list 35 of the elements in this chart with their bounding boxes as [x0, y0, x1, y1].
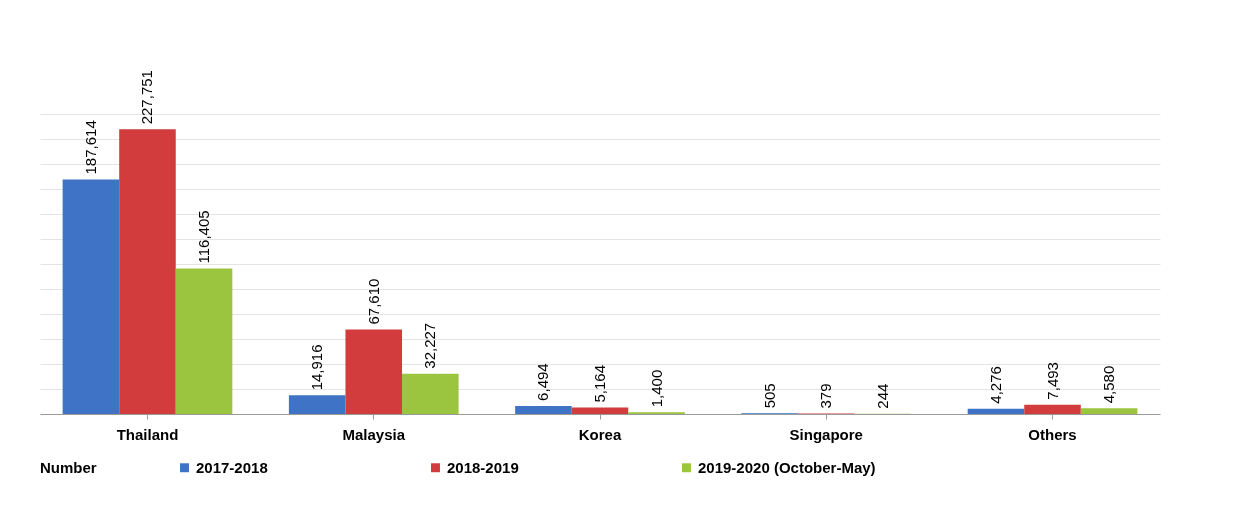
- x-tick-label: Korea: [578, 425, 622, 443]
- bar: [345, 329, 403, 414]
- data-label: 32,227: [421, 322, 439, 369]
- bar: [175, 268, 233, 414]
- data-label: 14,916: [308, 344, 326, 391]
- x-tick-label: Malaysia: [342, 425, 406, 443]
- legend-label: 2017-2018: [196, 458, 268, 476]
- data-label: 4,276: [986, 366, 1004, 404]
- bar: [515, 405, 572, 414]
- data-label: 379: [817, 383, 835, 409]
- legend-label: 2018-2019: [447, 458, 519, 476]
- data-label: 1,400: [647, 369, 665, 408]
- bar: [1024, 404, 1081, 414]
- legend-title: Number: [40, 459, 97, 476]
- bar: [967, 408, 1025, 414]
- data-label: 7,493: [1043, 362, 1061, 400]
- bar: [119, 129, 176, 414]
- data-label: 5,164: [591, 365, 608, 403]
- legend-label: 2019-2020 (October-May): [698, 458, 876, 476]
- bar: [571, 407, 629, 414]
- x-tick-label: Singapore: [789, 425, 863, 443]
- bar: [288, 395, 346, 414]
- data-label: 187,614: [81, 120, 99, 175]
- data-label: 244: [873, 383, 891, 409]
- data-label: 116,405: [195, 210, 213, 264]
- data-label: 227,751: [138, 70, 156, 125]
- x-tick-label: Thailand: [116, 425, 179, 443]
- bar: [62, 179, 120, 414]
- bar: [1080, 408, 1138, 414]
- bar: [402, 373, 459, 414]
- data-label: 505: [760, 383, 778, 409]
- data-label: 6,494: [534, 363, 552, 401]
- data-label: 4,580: [1100, 365, 1118, 404]
- data-label: 67,610: [364, 278, 382, 325]
- x-tick-label: Others: [1028, 425, 1077, 443]
